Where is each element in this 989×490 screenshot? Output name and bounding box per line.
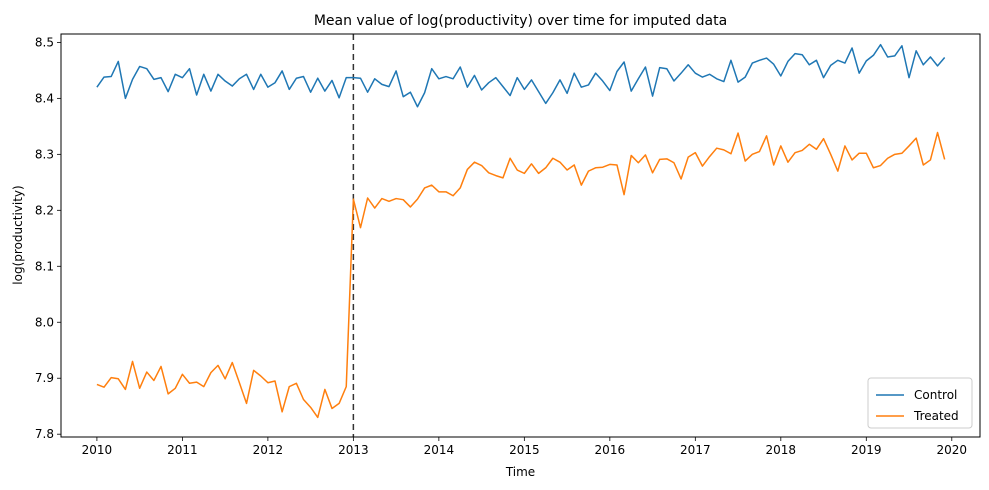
- y-tick-label: 7.9: [35, 371, 54, 385]
- x-tick-label: 2014: [424, 443, 455, 457]
- x-tick-label: 2010: [82, 443, 113, 457]
- y-tick-label: 8.1: [35, 259, 54, 273]
- y-tick-label: 8.3: [35, 147, 54, 161]
- chart-title: Mean value of log(productivity) over tim…: [314, 13, 727, 29]
- x-tick-label: 2012: [253, 443, 284, 457]
- legend-label-control: Control: [914, 388, 957, 402]
- y-axis-label: log(productivity): [11, 185, 25, 284]
- plot-background: [61, 34, 980, 437]
- x-tick-label: 2017: [680, 443, 711, 457]
- x-tick-label: 2015: [509, 443, 540, 457]
- x-axis-ticks: 2010 2011 2012 2013 2014 2015 2016 2017 2018 2019…: [82, 437, 967, 457]
- series-lines: [96, 43, 946, 419]
- legend-label-treated: Treated: [913, 409, 959, 423]
- x-tick-label: 2011: [167, 443, 198, 457]
- legend: Control Treated: [867, 377, 973, 429]
- x-tick-label: 2016: [595, 443, 626, 457]
- series-line-treated: [96, 131, 946, 419]
- plot-frame: [60, 33, 981, 438]
- y-tick-label: 8.4: [35, 91, 54, 105]
- y-tick-label: 7.8: [35, 427, 54, 441]
- y-axis-ticks: 7.8 7.9 8.0 8.1 8.2 8.3 8.4 8.5: [35, 35, 61, 441]
- x-tick-label: 2020: [937, 443, 968, 457]
- x-tick-label: 2013: [338, 443, 369, 457]
- y-tick-label: 8.0: [35, 315, 54, 329]
- x-tick-label: 2019: [851, 443, 882, 457]
- y-tick-label: 8.2: [35, 203, 54, 217]
- x-tick-label: 2018: [766, 443, 797, 457]
- series-line-control: [96, 43, 946, 108]
- y-tick-label: 8.5: [35, 35, 54, 49]
- x-axis-label: Time: [505, 465, 535, 479]
